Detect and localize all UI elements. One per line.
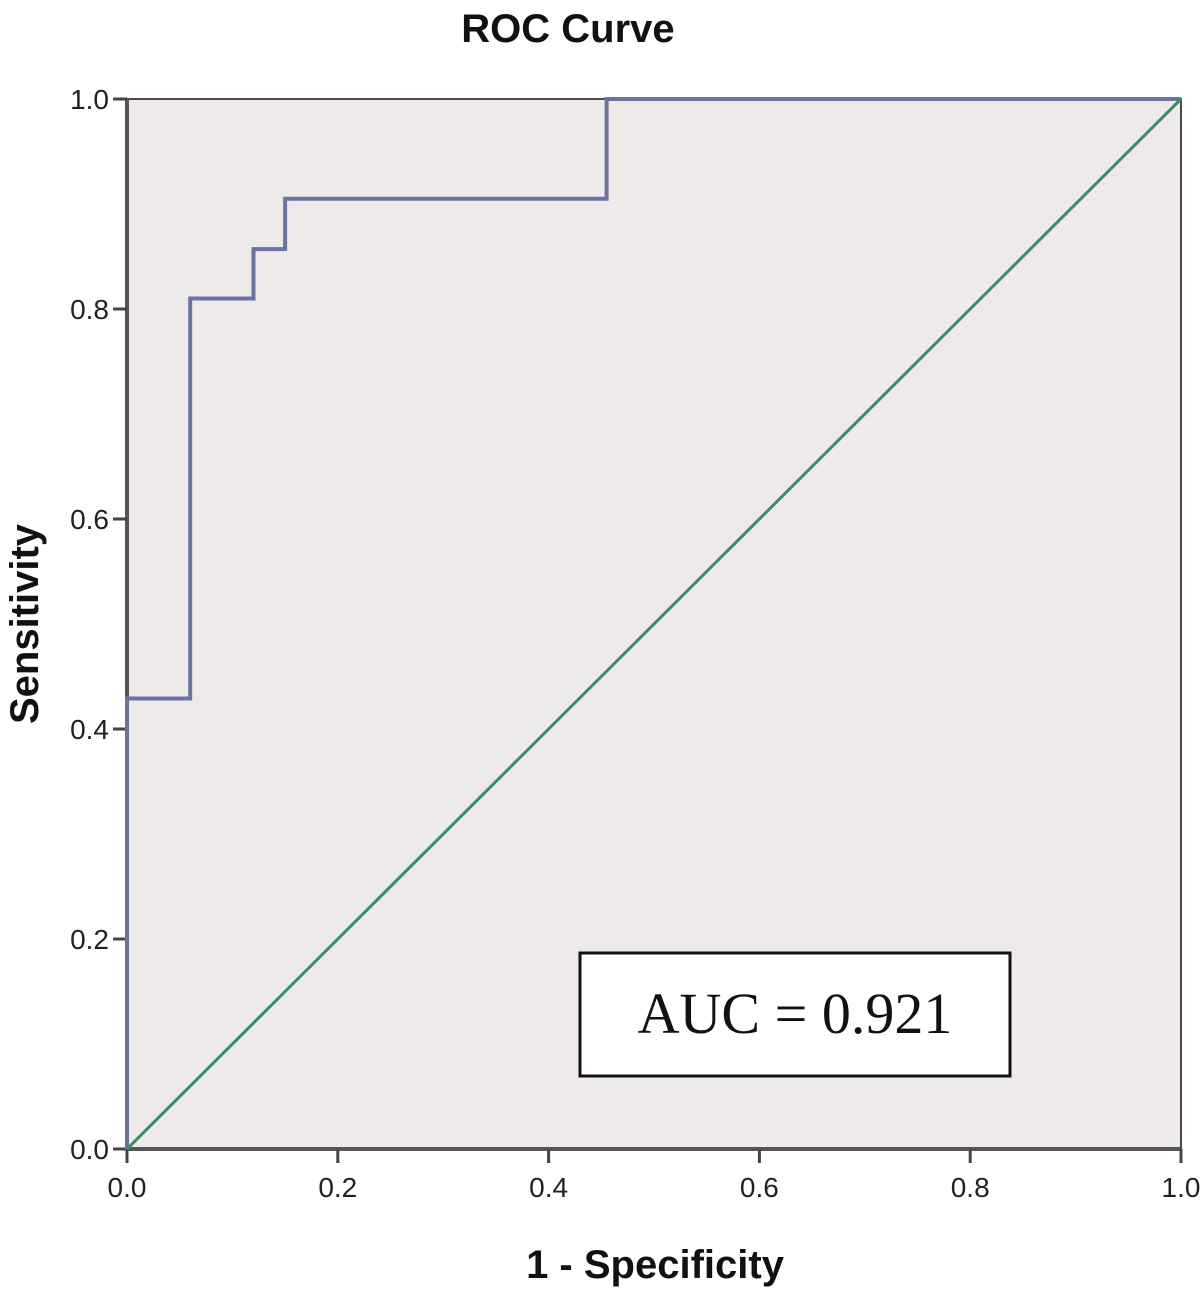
y-tick-label: 0.4	[70, 714, 109, 745]
x-tick-label: 0.6	[740, 1172, 779, 1203]
roc-curve-line	[125, 97, 1181, 1149]
chart-title: ROC Curve	[461, 7, 674, 51]
reference-diagonal-line	[125, 97, 1183, 1151]
y-tick-label: 0.2	[70, 924, 109, 955]
y-tick-label: 1.0	[70, 84, 109, 115]
y-axis-label: Sensitivity	[3, 523, 47, 724]
x-tick-label: 0.4	[529, 1172, 568, 1203]
x-tick-label: 0.8	[951, 1172, 990, 1203]
y-tick-label: 0.6	[70, 504, 109, 535]
x-tick-label: 0.2	[318, 1172, 357, 1203]
auc-annotation-text: AUC = 0.921	[638, 981, 953, 1046]
y-tick-label: 0.0	[70, 1134, 109, 1165]
auc-annotation-box	[578, 951, 1012, 1078]
x-axis-label: 1 - Specificity	[526, 1243, 785, 1287]
y-tick-label: 0.8	[70, 294, 109, 325]
x-tick-label: 1.0	[1162, 1172, 1200, 1203]
x-tick-label: 0.0	[108, 1172, 147, 1203]
